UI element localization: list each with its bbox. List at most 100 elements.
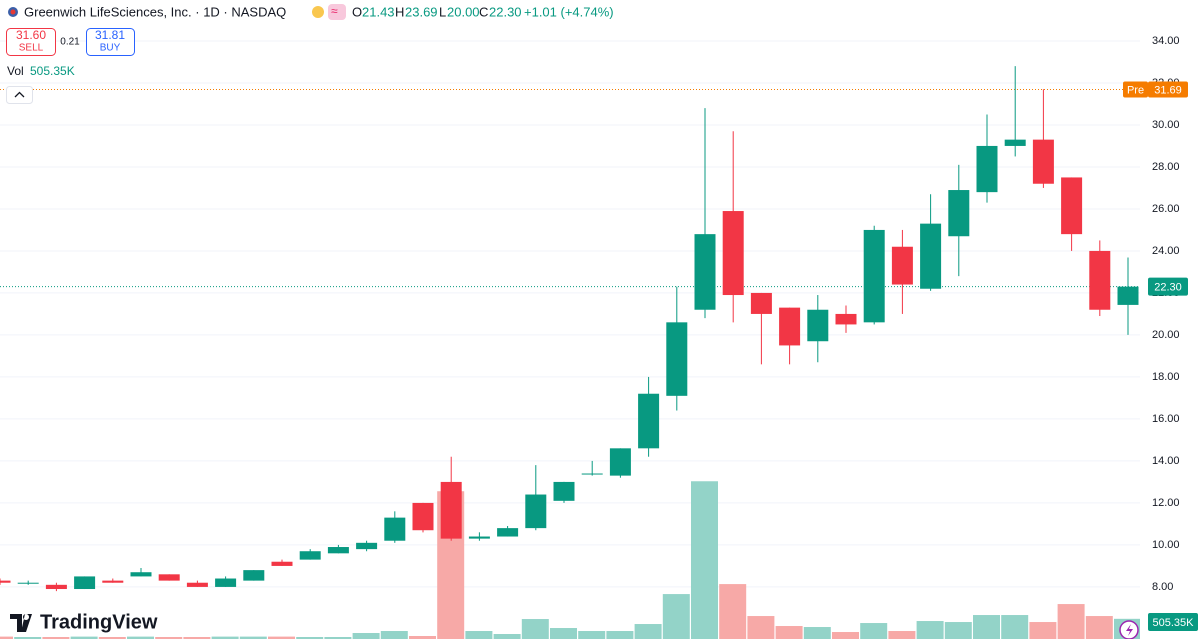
candle-body: [412, 502, 434, 531]
volume-bar: [155, 637, 183, 639]
volume-bar: [521, 619, 549, 639]
data-icon-glyph: ≈: [331, 4, 338, 18]
candle-body: [666, 322, 688, 396]
volume-bar: [296, 637, 324, 639]
ohlc-key: O: [352, 4, 362, 19]
volume-bar: [578, 631, 606, 639]
volume-bar: [888, 631, 916, 639]
volume-bar: [662, 594, 690, 639]
ohlc-value: 21.43: [362, 4, 395, 19]
volume-bar: [832, 632, 859, 639]
candle-body: [497, 528, 519, 537]
symbol-icon-dot: [10, 9, 16, 15]
candle-body: [553, 481, 575, 501]
y-tick-label: 34.00: [1152, 35, 1180, 47]
sell-label: SELL: [19, 43, 44, 54]
volume-bar: [1001, 615, 1029, 639]
volume-bar: [352, 633, 380, 639]
logo-text: TradingView: [40, 611, 158, 633]
volume-bar: [944, 622, 972, 639]
pre-badge: [1123, 81, 1148, 98]
sell-button[interactable]: [6, 28, 56, 56]
volume-bar: [719, 584, 747, 639]
buy-price: 31.81: [95, 28, 125, 42]
volume-bar: [1029, 622, 1057, 639]
volume-bar: [70, 636, 98, 639]
sell-price: 31.60: [16, 28, 46, 42]
candle-body: [1004, 139, 1026, 146]
candle-layer: [0, 66, 1139, 592]
y-tick-label: 26.00: [1152, 203, 1180, 215]
price-axis: 8.0010.0012.0014.0016.0018.0020.0022.002…: [1140, 0, 1200, 639]
volume-bar: [0, 636, 13, 639]
data-icon: [328, 4, 346, 20]
volume-bar: [1085, 616, 1113, 639]
volume-bar: [550, 628, 577, 639]
candle-body: [440, 481, 462, 539]
y-tick-label: 10.00: [1152, 539, 1180, 551]
candle-body: [356, 542, 378, 550]
volume-bar: [747, 616, 775, 639]
ohlc-value: 22.30: [489, 4, 522, 19]
candle-body: [1061, 177, 1083, 235]
spread: 0.21: [60, 37, 80, 48]
candle-body: [74, 576, 96, 590]
logo-mark: [10, 614, 32, 632]
candle-body: [1089, 250, 1111, 310]
candle-body: [609, 448, 631, 476]
volume-bar: [14, 637, 42, 639]
volume-bar: [973, 615, 1000, 639]
candle-body: [948, 190, 970, 237]
candle-body: [1032, 139, 1054, 184]
buy-button[interactable]: [86, 28, 135, 56]
ohlc-value: 23.69: [405, 4, 438, 19]
volume-bar: [634, 624, 662, 639]
pre-price-badge: [1148, 81, 1188, 98]
candle-body: [158, 574, 180, 581]
axis-bg: [1140, 0, 1200, 639]
volume-bar: [98, 637, 126, 639]
volume-bar: [803, 627, 831, 639]
candle-body: [1117, 286, 1139, 305]
candle-body: [243, 570, 265, 581]
candle-body: [102, 580, 124, 583]
candle-body: [779, 307, 801, 346]
volume-bar: [409, 636, 436, 639]
volume-bar: [606, 631, 634, 639]
symbol-title[interactable]: Greenwich LifeSciences, Inc. · 1D · NASD…: [24, 4, 286, 19]
candle-body: [17, 582, 39, 584]
y-tick-label: 24.00: [1152, 245, 1180, 257]
collapse-button[interactable]: [6, 86, 33, 104]
alerts-icon: [1126, 624, 1133, 636]
y-tick-label: 28.00: [1152, 161, 1180, 173]
volume-bar: [691, 481, 718, 639]
candle-body: [299, 551, 321, 560]
change-value: +1.01 (+4.74%): [524, 4, 614, 19]
volume-badge: [1148, 613, 1198, 631]
candle-body: [694, 234, 716, 310]
candle-body: [581, 473, 603, 475]
candle-body: [0, 580, 11, 583]
candle-body: [920, 223, 942, 289]
volume-bar: [916, 621, 944, 639]
y-tick-label: 14.00: [1152, 455, 1180, 467]
candle-body: [468, 536, 490, 539]
candle-body: [807, 309, 829, 342]
last-price-badge: [1148, 277, 1188, 296]
volume-bar: [860, 623, 888, 639]
volume-bar: [183, 637, 211, 639]
volume-layer: [0, 481, 1141, 639]
candle-body: [750, 292, 772, 314]
volume-bar: [42, 637, 70, 639]
y-tick-label: 12.00: [1152, 497, 1180, 509]
ohlc-key: L: [439, 4, 446, 19]
candle-body: [327, 547, 349, 554]
volume-badge-label: 505.35K: [1153, 617, 1195, 629]
last-price-label: 22.30: [1154, 282, 1182, 294]
volume-bar: [268, 636, 295, 639]
volume-bar: [380, 631, 408, 639]
volume-bar: [239, 636, 267, 639]
candle-body: [722, 211, 744, 296]
y-tick-label: 30.00: [1152, 119, 1180, 131]
